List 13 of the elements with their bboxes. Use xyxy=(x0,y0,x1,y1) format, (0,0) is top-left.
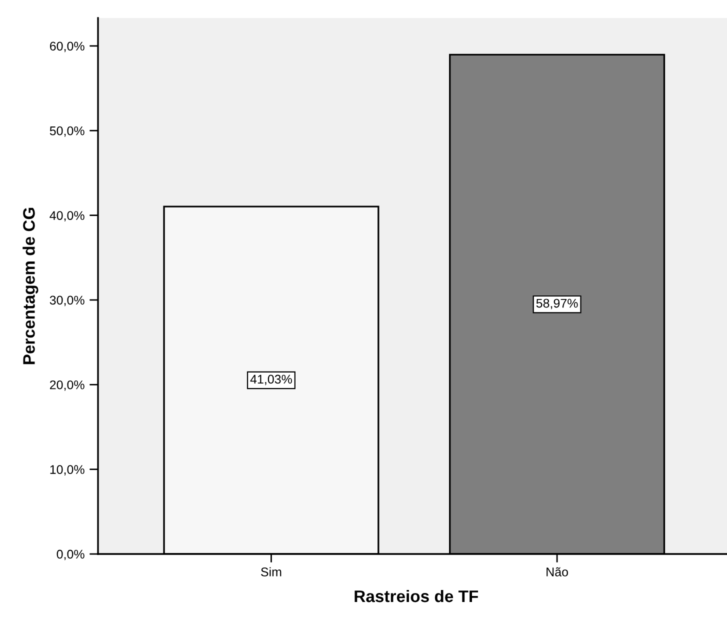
y-tick-label: 0,0% xyxy=(56,550,84,560)
y-tick-label: 20,0% xyxy=(50,380,84,391)
data-label: 41,03% xyxy=(250,374,292,386)
y-tick-label: 30,0% xyxy=(50,296,84,306)
data-label: 58,97% xyxy=(536,298,578,310)
x-tick-label: Sim xyxy=(261,567,282,576)
y-axis-title: Percentagem de CG xyxy=(22,208,38,364)
x-axis-title: Rastreios de TF xyxy=(354,590,478,602)
y-tick-label: 60,0% xyxy=(50,42,84,52)
x-tick-label: Não xyxy=(546,567,568,576)
y-tick-label: 10,0% xyxy=(50,465,84,476)
y-tick-label: 50,0% xyxy=(50,126,84,137)
y-tick-label: 40,0% xyxy=(50,211,84,222)
